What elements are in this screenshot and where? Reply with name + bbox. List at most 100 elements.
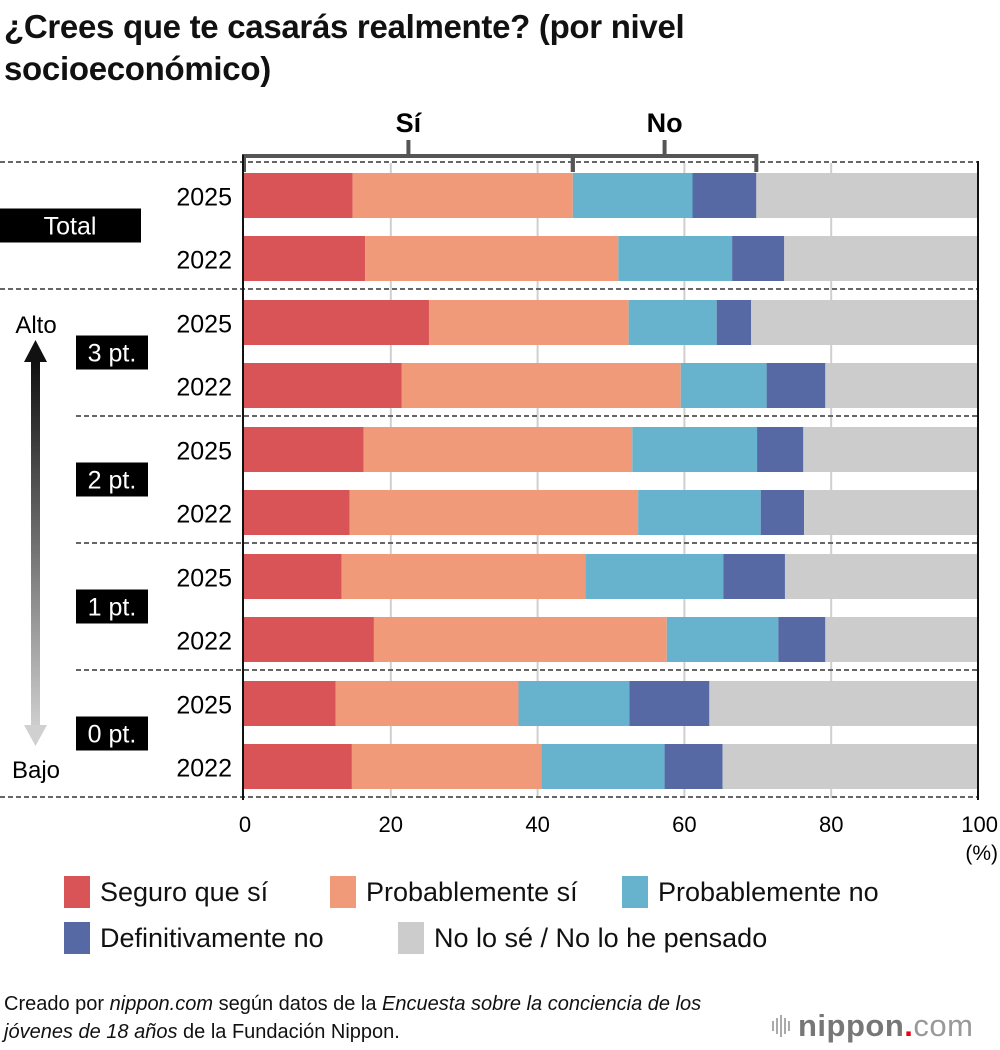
x-axis-unit-label: (%) (965, 842, 998, 865)
bar-segment (341, 554, 586, 599)
x-tick-label: 80 (819, 812, 843, 837)
source-survey-name: Encuesta sobre la conciencia de los jóve… (4, 993, 702, 1043)
bar-segment (428, 300, 629, 345)
row-year-label: 2025 (176, 184, 232, 212)
group-labels: Total 3 pt. 2 pt. 1 pt. 0 pt. (0, 208, 148, 751)
bar-segment (784, 554, 978, 599)
x-tick-label: 100 (961, 812, 998, 837)
stacked-bar-chart: Sí No 20252022202520222025202220252022202… (0, 108, 998, 865)
bar-segment (760, 490, 805, 535)
row-year-label: 2025 (176, 311, 232, 339)
nippon-logo: nippon.com (772, 1008, 974, 1044)
bar-segment (401, 363, 681, 408)
bar-segment (723, 554, 785, 599)
bar-segment (680, 363, 767, 408)
scale-low-label: Bajo (12, 757, 60, 784)
x-tick-label: 40 (525, 812, 549, 837)
bar-segment (618, 236, 733, 281)
group-label: 2 pt. (88, 467, 137, 495)
bar-segment (784, 236, 978, 281)
bar-segment (666, 617, 779, 662)
legend-item: Seguro que sí (64, 876, 268, 908)
bar-segment (778, 617, 826, 662)
logo-dot: . (904, 1008, 914, 1043)
row-year-label: 2022 (176, 501, 232, 529)
group-label: 1 pt. (88, 594, 137, 622)
legend-label: Definitivamente no (100, 922, 324, 953)
bar-segment (716, 300, 752, 345)
x-tick-label: 0 (239, 812, 251, 837)
group-separators (0, 161, 978, 798)
group-label-bg (76, 335, 148, 370)
bar-segment (766, 363, 826, 408)
bar-segment (244, 173, 353, 218)
bar-segment (244, 681, 336, 726)
bar-segment (751, 300, 978, 345)
bar-segment (373, 617, 667, 662)
bar-segment (244, 744, 352, 789)
bar-segment (664, 744, 723, 789)
x-tick-label: 20 (379, 812, 403, 837)
bar-segment (732, 236, 785, 281)
bar-segment (244, 490, 350, 535)
bar-segment (363, 427, 633, 472)
logo-bars-icon (772, 1015, 790, 1037)
bar-segment (804, 490, 978, 535)
legend-swatch (622, 876, 648, 908)
bar-segment (585, 554, 724, 599)
scale-high-label: Alto (15, 312, 56, 339)
legend-item: Probablemente sí (330, 876, 578, 908)
row-year-label: 2022 (176, 628, 232, 656)
bar-segment (541, 744, 665, 789)
legend-swatch (64, 922, 90, 954)
legend-swatch (398, 922, 424, 954)
bar-segment (335, 681, 519, 726)
group-label-bg (0, 208, 141, 243)
bar-segment (244, 617, 374, 662)
source-note: Creado por nippon.com según datos de la … (4, 990, 744, 1046)
x-tick-label: 60 (672, 812, 696, 837)
bar-segment (825, 363, 978, 408)
bar-segment (518, 681, 630, 726)
chart-title: ¿Crees que te casarás realmente? (por ni… (4, 8, 685, 87)
legend-swatch (330, 876, 356, 908)
row-labels: 2025 2022 2025 2022 2025 2022 2025 2022 2025 2022 (176, 184, 232, 783)
arrow-shaft (31, 362, 40, 730)
logo-name: nippon (798, 1008, 905, 1043)
bar-segment (757, 427, 804, 472)
bar-segment (722, 744, 978, 789)
bar-segment (244, 236, 366, 281)
legend-swatch (64, 876, 90, 908)
group-label: Total (44, 213, 97, 241)
row-year-label: 2022 (176, 755, 232, 783)
source-text-1: Creado por (4, 993, 110, 1015)
arrow-up-head-icon (24, 340, 47, 362)
legend-item: Definitivamente no (64, 922, 324, 954)
logo-tld: com (913, 1008, 974, 1043)
bracket-si (242, 154, 575, 172)
bar-segment (629, 681, 710, 726)
bar-segment (628, 300, 717, 345)
x-axis: 0 20 40 60 80 100 (%) (239, 155, 998, 865)
group-label-bg (76, 589, 148, 624)
group-label-bg (76, 716, 148, 751)
bar-segment (638, 490, 761, 535)
bar-segment (244, 554, 342, 599)
source-text-3: de la Fundación Nippon. (177, 1021, 400, 1043)
source-text-2: según datos de la (213, 993, 383, 1015)
legend-item: No lo sé / No lo he pensado (398, 922, 767, 954)
bracket-no (570, 154, 759, 172)
row-year-label: 2022 (176, 374, 232, 402)
bar-segment (692, 173, 757, 218)
row-year-label: 2025 (176, 692, 232, 720)
bar-segment (349, 490, 639, 535)
arrow-down-head-icon (24, 725, 47, 746)
bar-segment (244, 363, 402, 408)
legend-label: Probablemente sí (366, 876, 578, 907)
bar-segment (825, 617, 978, 662)
row-year-label: 2025 (176, 438, 232, 466)
group-label: 3 pt. (88, 340, 137, 368)
bar-segment (572, 173, 693, 218)
row-year-label: 2022 (176, 247, 232, 275)
bar-segment (803, 427, 978, 472)
